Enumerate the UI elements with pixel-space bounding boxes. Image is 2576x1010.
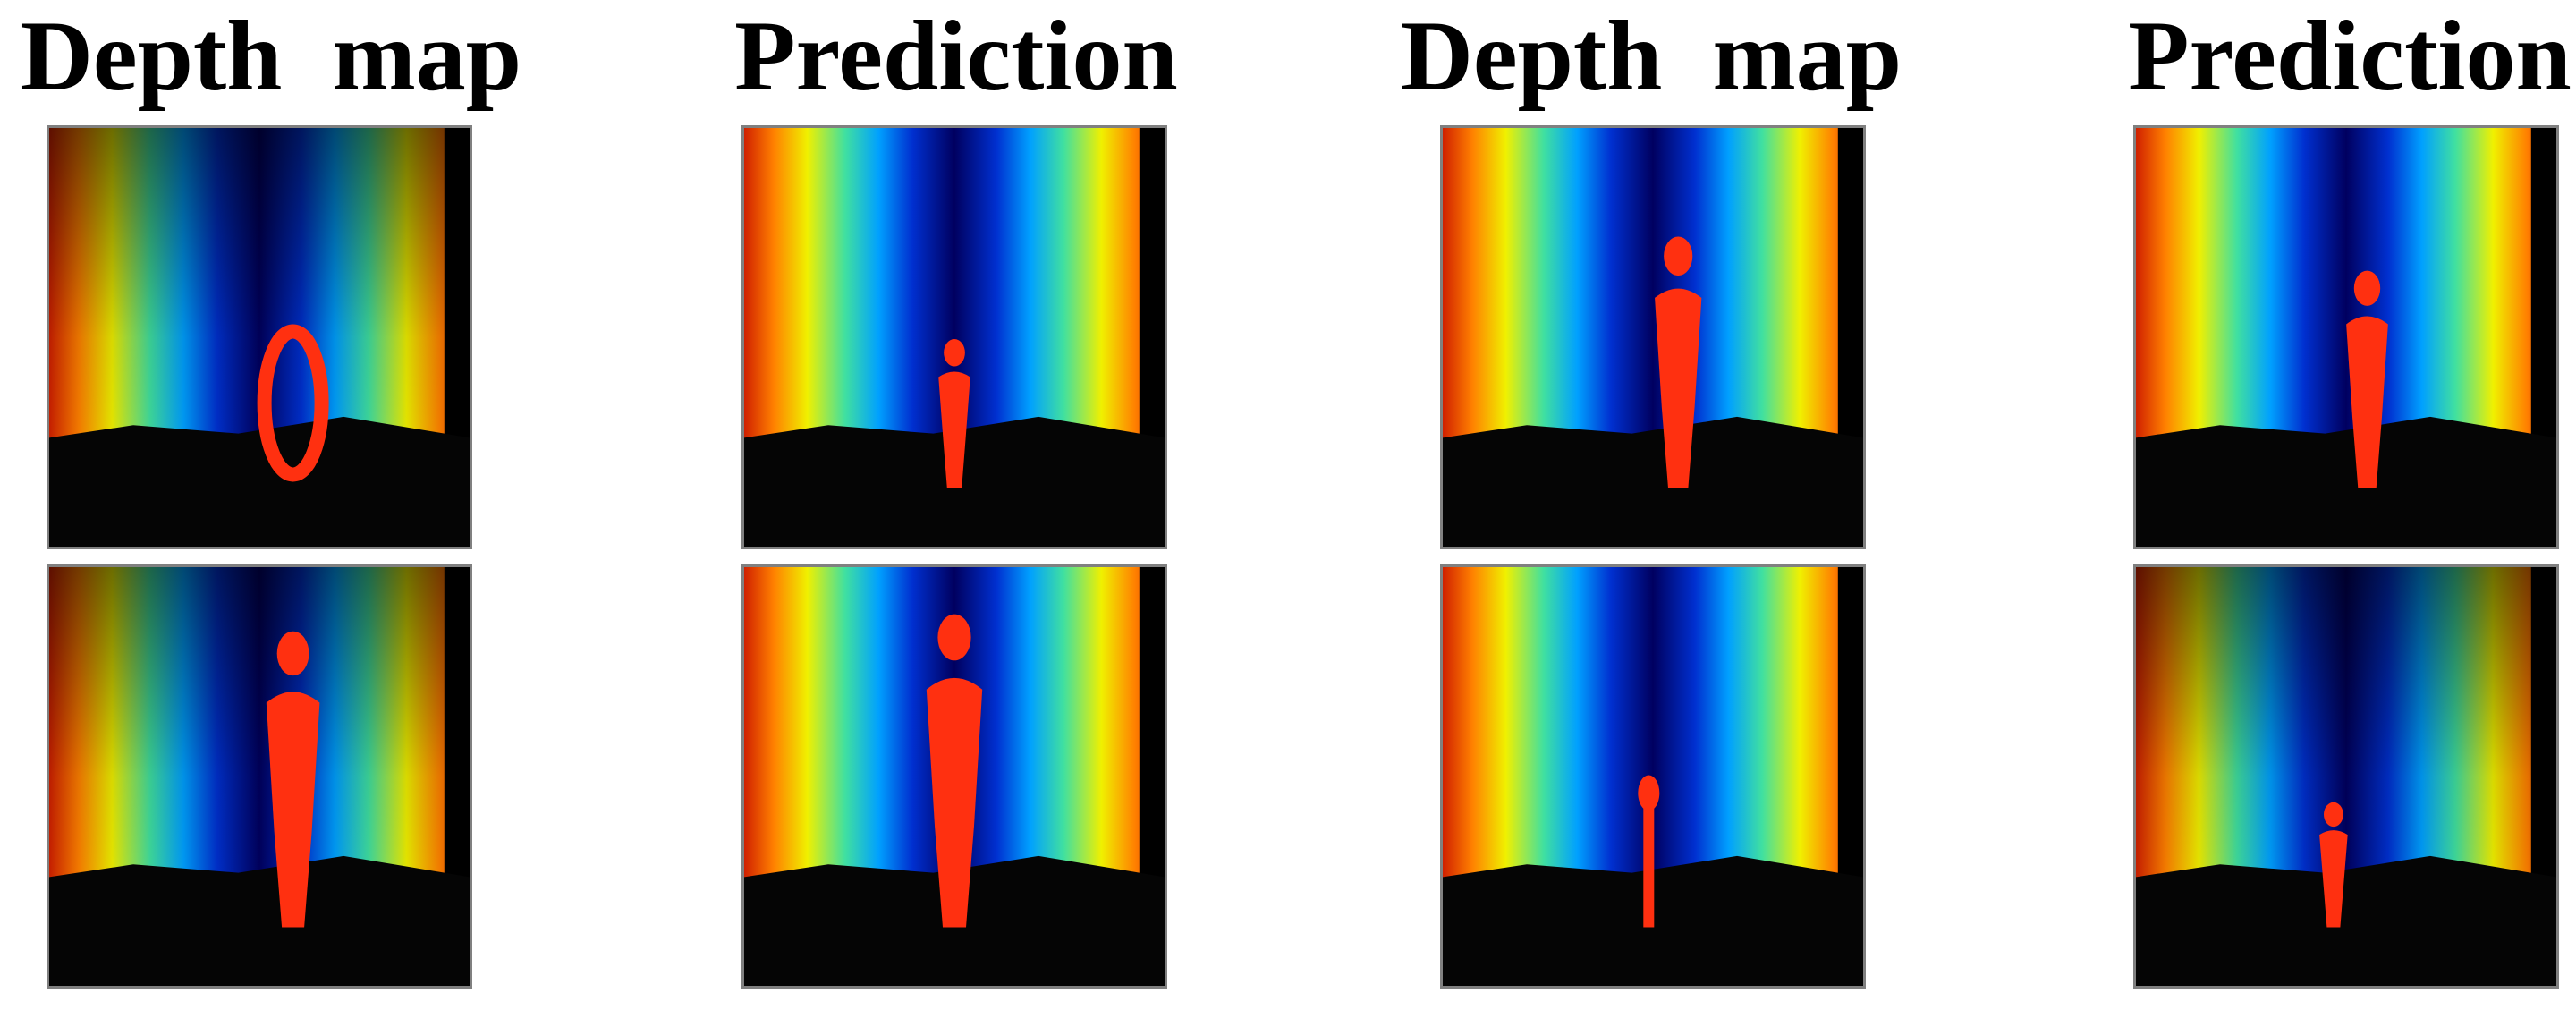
image-panel: [2133, 564, 2559, 989]
figure-head: [2324, 802, 2343, 828]
ring-object: [257, 324, 329, 482]
ground: [2136, 855, 2556, 986]
figure-head: [944, 339, 965, 367]
figure-body: [2319, 830, 2348, 928]
pole-top: [1638, 775, 1660, 811]
figure-head: [1664, 236, 1693, 276]
ground: [49, 416, 470, 547]
image-panel: [741, 125, 1167, 549]
column-header: Depth map: [21, 1, 521, 112]
image-panel: [1440, 564, 1866, 989]
figure-body: [2346, 316, 2388, 488]
figure-body: [1655, 288, 1702, 488]
column-header: Prediction: [2128, 1, 2572, 112]
figure-head: [2353, 270, 2381, 306]
figure-body: [938, 371, 970, 488]
ground: [49, 855, 470, 986]
figure-body: [926, 677, 983, 928]
column-header: Depth map: [1401, 1, 1902, 112]
image-panel: [1440, 125, 1866, 549]
ground: [1443, 416, 1863, 547]
image-panel: [741, 564, 1167, 989]
image-panel: [47, 564, 472, 989]
image-panel: [47, 125, 472, 549]
figure-body: [266, 692, 320, 928]
image-panel: [2133, 125, 2559, 549]
figure-head: [276, 631, 309, 676]
column-header: Prediction: [734, 1, 1178, 112]
ground: [2136, 416, 2556, 547]
pole-object: [1643, 793, 1655, 928]
figure-head: [937, 614, 971, 661]
